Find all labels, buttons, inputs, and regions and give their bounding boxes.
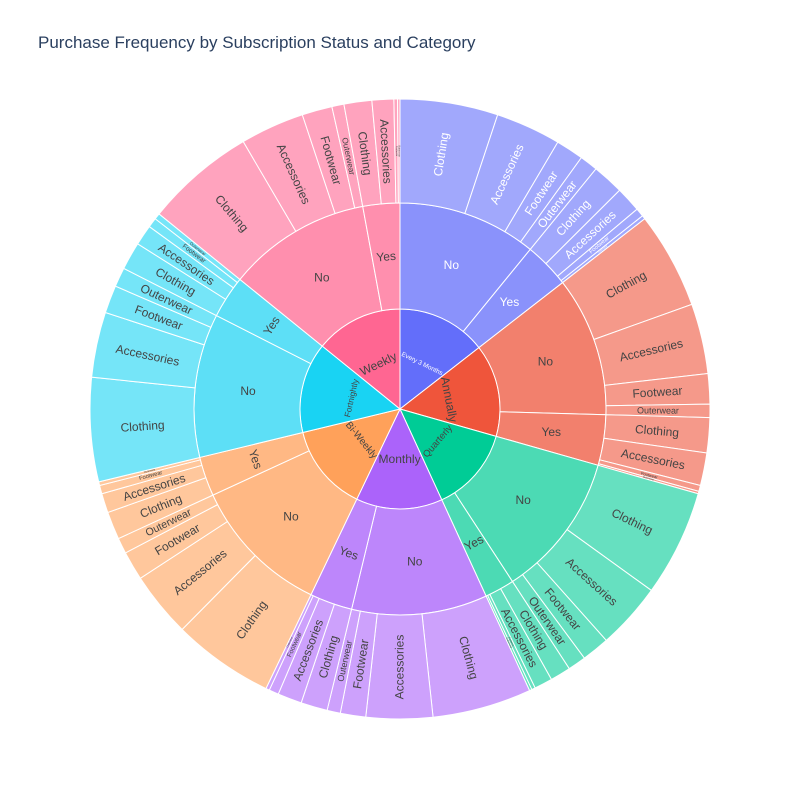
label-annually-no-outerwear: Outerwear — [637, 405, 679, 415]
label-monthly-no: No — [407, 554, 423, 568]
label-annually-yes-footwear: Footwear — [641, 471, 659, 480]
label-annually-no: No — [538, 354, 554, 368]
label-bi-weekly-no: No — [283, 509, 299, 523]
label-annually-yes-clothing: Clothing — [635, 422, 680, 440]
label-weekly-yes-footwear: Footwear — [395, 146, 398, 157]
label-weekly-yes-clothing: Clothing — [355, 131, 375, 177]
label-annually-yes-outerwear: Outerwear — [642, 476, 654, 482]
label-every-3-months-yes: Yes — [500, 295, 520, 309]
label-annually-no-footwear: Footwear — [632, 384, 683, 401]
chart-title: Purchase Frequency by Subscription Statu… — [38, 33, 476, 52]
label-quarterly-no: No — [515, 493, 531, 507]
label-every-3-months-no: No — [444, 258, 460, 272]
sunburst-segments — [89, 98, 711, 720]
label-monthly-no-accessories: Accessories — [392, 635, 406, 700]
segment-weekly-yes-outerwear[interactable] — [397, 98, 401, 204]
label-quarterly-yes-footwear: Footwear — [507, 637, 514, 648]
label-weekly-yes: Yes — [376, 249, 397, 265]
label-monthly-yes: Yes — [337, 543, 360, 563]
label-every-3-months-no-clothing: Clothing — [431, 131, 452, 177]
label-quarterly-yes-outerwear: Outerwear — [505, 637, 513, 649]
label-monthly: Monthly — [379, 452, 421, 466]
label-bi-weekly-yes-outerwear: Outerwear — [144, 468, 156, 474]
label-weekly-no: No — [314, 270, 330, 284]
label-every-3-months-yes-outerwear: Outerwear — [597, 245, 608, 255]
label-fortnightly-no-clothing: Clothing — [120, 418, 165, 435]
label-weekly-yes-accessories: Accessories — [377, 119, 395, 184]
label-annually-yes: Yes — [541, 425, 561, 439]
label-bi-weekly-yes: Yes — [246, 448, 266, 471]
label-monthly-yes-outerwear: Outerwear — [286, 636, 294, 648]
label-fortnightly-no: No — [240, 384, 256, 398]
label-weekly-yes-outerwear: Outerwear — [397, 145, 400, 157]
